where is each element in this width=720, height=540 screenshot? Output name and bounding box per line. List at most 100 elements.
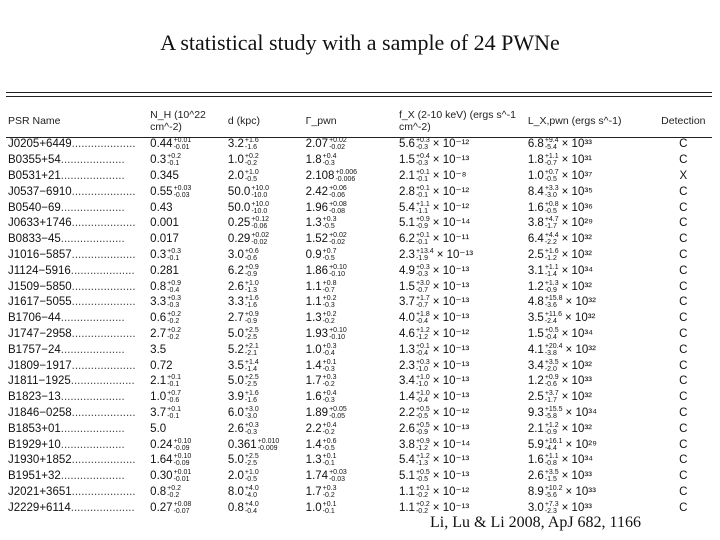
- error-bars: +0.2 -0.2: [167, 485, 181, 499]
- luminosity-value-text: 1.2: [527, 280, 544, 293]
- error-bars: +1.0 -0.5: [245, 469, 259, 483]
- flux-value-text: 3.4: [398, 375, 415, 388]
- upper-error: +0.2: [167, 153, 181, 161]
- upper-error: +0.3: [415, 358, 430, 366]
- upper-error: +1.6: [244, 137, 259, 145]
- exponent: × 10⁻¹³: [436, 248, 474, 261]
- lower-error: -0.09: [173, 460, 190, 468]
- exponent: × 10³²: [561, 391, 593, 404]
- nh-value: 0.017: [150, 232, 228, 248]
- lower-error: -0.06: [251, 223, 268, 231]
- lower-error: -0.4: [415, 349, 429, 357]
- nh-value-text: 0.24: [150, 438, 173, 451]
- table-header-rule: [6, 137, 712, 138]
- flux-value: 2.6 +0.5 -0.9 × 10⁻¹³: [399, 421, 528, 437]
- psr-name: B1951+32....................: [8, 469, 150, 485]
- error-bars: +15.8 -3.6: [545, 295, 563, 309]
- error-bars: +0.5 -0.9: [416, 422, 430, 436]
- lower-error: -0.6: [167, 397, 180, 405]
- leader-dots: ....................: [60, 391, 125, 404]
- psr-name-text: J0537−6910: [8, 185, 72, 198]
- nh-value-text: 0.3: [150, 154, 167, 167]
- leader-dots: ....................: [70, 501, 135, 514]
- gamma-value-text: 1.86: [305, 264, 329, 277]
- lower-error: -1.2: [415, 333, 429, 341]
- upper-error: +0.3: [167, 295, 181, 303]
- upper-error: +0.2: [322, 295, 337, 303]
- table-row: J0537−6910.................... 0.55 +0.03-…: [8, 184, 710, 200]
- upper-error: +0.1: [415, 184, 430, 192]
- exponent: × 10⁻¹²: [432, 201, 470, 214]
- luminosity-value-text: 1.2: [527, 375, 544, 388]
- error-bars: +10.0 -10.0: [251, 201, 269, 215]
- upper-error: +0.1: [167, 405, 181, 413]
- upper-error: +15.8: [544, 295, 563, 303]
- psr-name-text: B0531+21: [8, 169, 61, 182]
- luminosity-value-text: 2.5: [527, 248, 544, 261]
- exponent: × 10⁻¹⁴: [432, 438, 471, 451]
- error-bars: +0.9 -0.9: [245, 264, 259, 278]
- error-bars: +1.4 -1.4: [245, 359, 259, 373]
- error-bars: +0.9 -0.9: [416, 216, 430, 230]
- lower-error: -0.2: [244, 160, 257, 168]
- error-bars: +0.02 -0.02: [329, 137, 347, 151]
- luminosity-value: 3.8 +4.7 -1.7 × 10²⁹: [528, 216, 657, 232]
- gamma-value: 2.42 +0.06 -0.06: [306, 184, 399, 200]
- exponent: × 10⁻¹²: [432, 485, 470, 498]
- detection-value-text: C: [679, 501, 688, 514]
- exponent: × 10³¹: [561, 154, 593, 167]
- luminosity-value: 2.1 +1.2 -0.9 × 10³²: [528, 421, 657, 437]
- error-bars: +0.3 -0.2: [323, 374, 337, 388]
- exponent: × 10³³: [561, 470, 593, 483]
- lower-error: -0.2: [415, 491, 429, 499]
- upper-error: +0.01: [173, 137, 192, 145]
- gamma-value-text: 1.93: [305, 327, 329, 340]
- gamma-value: 2.108 +0.006 -0.006: [306, 169, 399, 185]
- error-bars: +1.6 -1.6: [245, 390, 259, 404]
- upper-error: +0.10: [173, 437, 192, 445]
- lower-error: -2.4: [544, 318, 557, 326]
- error-bars: +0.4 -0.3: [323, 153, 337, 167]
- error-bars: +1.8 -0.4: [416, 311, 430, 325]
- upper-error: +0.06: [329, 184, 347, 192]
- flux-value: 2.3 +13.4 -1.9 × 10⁻¹³: [399, 248, 528, 264]
- error-bars: +1.0 -0.5: [245, 169, 259, 183]
- nh-value-text: 0.44: [150, 138, 173, 151]
- nh-value-text: 0.8: [150, 485, 167, 498]
- upper-error: +10.2: [544, 484, 563, 492]
- nh-value-text: 0.6: [150, 312, 167, 325]
- flux-value: 3.8 +0.9 -1.2 × 10⁻¹⁴: [399, 437, 528, 453]
- lower-error: -0.3: [415, 270, 429, 278]
- nh-value: 0.44 +0.01 -0.01: [150, 137, 228, 153]
- nh-value: 0.001: [150, 216, 228, 232]
- error-bars: +0.4 -0.3: [416, 153, 430, 167]
- error-bars: +0.12 -0.06: [251, 216, 269, 230]
- table-row: B1853+01.................... 5.0 2.6 +0.3 -0…: [8, 421, 710, 437]
- flux-value: 1.1 +0.2 -0.2 × 10⁻¹³: [399, 500, 528, 516]
- luminosity-value: 3.1 +1.1 -1.4 × 10³⁴: [528, 263, 657, 279]
- detection-value-text: C: [679, 343, 688, 356]
- upper-error: +0.9: [544, 374, 559, 382]
- luminosity-value: 4.1 +20.4 -3.8 × 10³²: [528, 342, 657, 358]
- flux-value: 2.1 +0.1 -0.1 × 10⁻⁸: [399, 169, 528, 185]
- psr-name-text: J1509−5850: [8, 280, 72, 293]
- lower-error: -0.5: [244, 175, 257, 183]
- lower-error: -0.3: [322, 160, 335, 168]
- lower-error: -0.10: [329, 333, 346, 341]
- distance-value: 3.3 +1.6 -1.6: [228, 295, 306, 311]
- upper-error: +0.3: [415, 263, 430, 271]
- nh-value: 0.72: [150, 358, 228, 374]
- lower-error: -0.2: [322, 491, 335, 499]
- leader-dots: ....................: [71, 454, 136, 467]
- error-bars: +0.08 -0.08: [329, 201, 347, 215]
- upper-error: +0.3: [322, 484, 337, 492]
- gamma-value: 2.07 +0.02 -0.02: [306, 137, 399, 153]
- gamma-value-text: 1.89: [305, 406, 329, 419]
- distance-value-text: 0.8: [227, 501, 244, 514]
- nh-value-text: 5.0: [150, 422, 167, 435]
- nh-value: 3.7 +0.1 -0.1: [150, 406, 228, 422]
- psr-name-text: B0833−45: [8, 233, 61, 246]
- error-bars: +3.7 -1.7: [545, 390, 559, 404]
- lower-error: -0.1: [415, 239, 429, 247]
- gamma-value-text: 1.8: [305, 154, 322, 167]
